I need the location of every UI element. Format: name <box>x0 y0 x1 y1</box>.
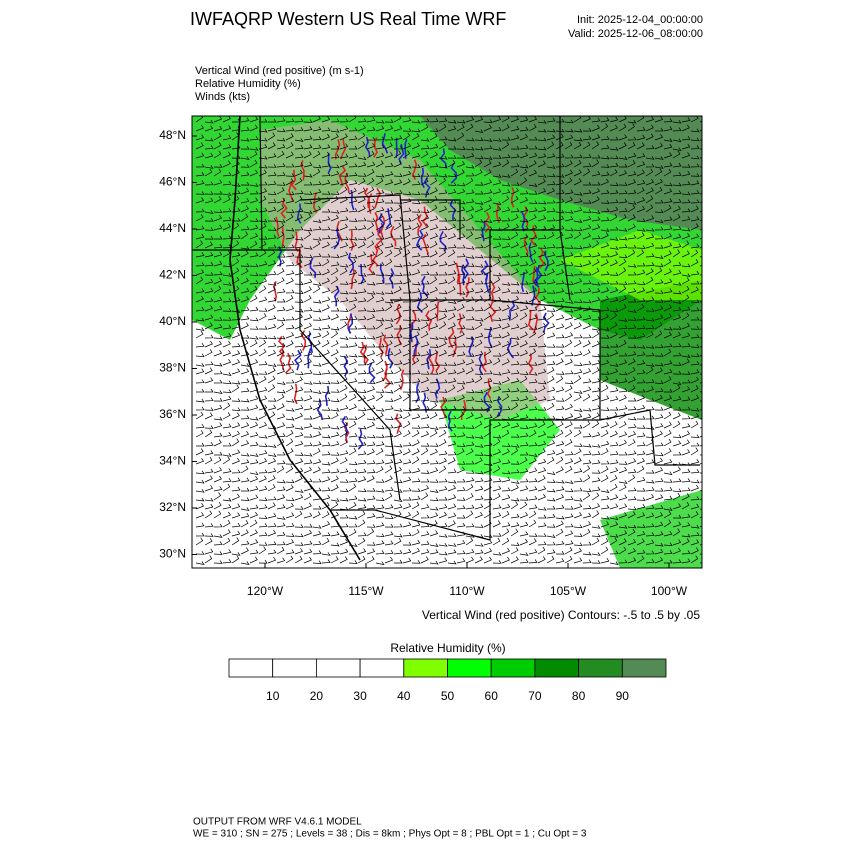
lat-label: 46°N <box>159 175 186 189</box>
rh-region <box>600 280 702 420</box>
title: IWFAQRP Western US Real Time WRF <box>190 9 506 29</box>
rh-region <box>420 116 702 230</box>
coastline <box>229 116 361 561</box>
state-borders <box>192 116 700 541</box>
contour-note: Vertical Wind (red positive) Contours: -… <box>422 608 700 622</box>
lat-label: 48°N <box>159 128 186 142</box>
init-time: Init: 2025-12-04_00:00:00 <box>577 14 703 26</box>
map-frame <box>191 115 703 569</box>
lon-label: 100°W <box>651 584 688 598</box>
colorbar-tick-label: 40 <box>397 689 411 703</box>
footer: WE = 310 ; SN = 275 ; Levels = 38 ; Dis … <box>193 829 587 840</box>
colorbar-box <box>534 658 580 678</box>
lat-label: 32°N <box>159 500 186 514</box>
colorbar-tick-label: 20 <box>310 689 324 703</box>
colorbar-tick-label: 90 <box>616 689 630 703</box>
lat-label: 30°N <box>159 547 186 561</box>
colorbar-box <box>315 658 361 678</box>
colorbar-tick-label: 70 <box>528 689 542 703</box>
colorbar-box <box>447 658 492 678</box>
colorbar-title: Relative Humidity (%) <box>390 641 505 655</box>
lon-label: 120°W <box>247 584 284 598</box>
colorbar-tick-label: 80 <box>572 689 586 703</box>
colorbar-box <box>228 658 274 678</box>
vertical-wind-region <box>260 120 550 420</box>
lon-label: 105°W <box>550 584 587 598</box>
valid-time: Valid: 2025-12-06_08:00:00 <box>568 28 703 40</box>
lon-label: 115°W <box>348 584 384 598</box>
field-label: Relative Humidity (%) <box>195 78 301 90</box>
colorbar-box <box>403 658 448 678</box>
colorbar-box <box>578 658 623 678</box>
rh-region <box>600 490 702 568</box>
colorbar-box <box>621 658 667 678</box>
colorbar-tick-label: 10 <box>266 689 280 703</box>
map <box>191 115 703 569</box>
map-fill <box>192 116 702 568</box>
colorbar-box <box>490 658 536 678</box>
lat-label: 36°N <box>159 407 186 421</box>
lat-label: 42°N <box>159 268 186 282</box>
field-label: Winds (kts) <box>195 91 250 103</box>
lon-label: 110°W <box>449 584 485 598</box>
colorbar-tick-label: 30 <box>353 689 367 703</box>
lat-label: 44°N <box>159 221 186 235</box>
lat-label: 38°N <box>159 361 186 375</box>
footer: OUTPUT FROM WRF V4.6.1 MODEL <box>193 817 362 828</box>
lat-label: 34°N <box>159 454 186 468</box>
colorbar-box <box>359 658 405 678</box>
colorbar-tick-label: 50 <box>441 689 455 703</box>
colorbar-box <box>272 658 317 678</box>
lat-label: 40°N <box>159 314 186 328</box>
colorbar: 10 20 30 40 50 60 70 80 90 <box>228 658 667 703</box>
colorbar-tick-label: 60 <box>485 689 499 703</box>
field-label: Vertical Wind (red positive) (m s-1) <box>195 65 364 77</box>
